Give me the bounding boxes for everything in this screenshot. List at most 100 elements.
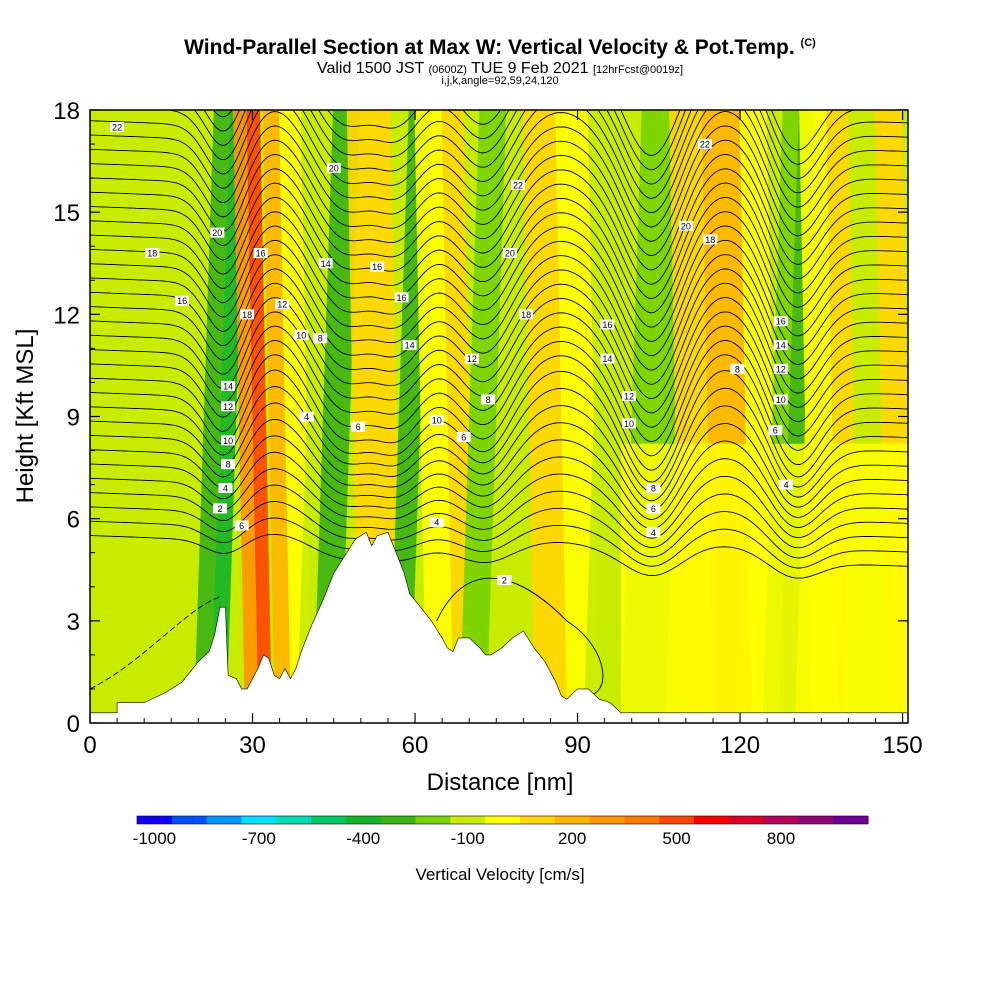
contour-label-text: 4 <box>784 480 789 490</box>
theta-contour-line <box>90 297 908 414</box>
colorbar-swatch <box>206 816 242 824</box>
contour-label-bg <box>646 503 661 514</box>
colorbar-swatch <box>311 816 347 824</box>
theta-contour-line <box>90 282 908 400</box>
contour-label-bg <box>240 309 255 320</box>
y-tick-label: 12 <box>53 302 80 329</box>
colorbar: -1000 -700 -400 -100 200 500 800 <box>133 815 869 848</box>
contour-label-text: 6 <box>773 426 778 436</box>
contour-label-bg <box>481 394 496 405</box>
theta-contour-line <box>90 154 908 271</box>
terrain <box>89 531 909 724</box>
velocity-band <box>232 110 262 723</box>
contour-label-text: 8 <box>226 460 231 470</box>
contour-label: 18 <box>145 248 160 259</box>
contour-label: 16 <box>394 292 409 303</box>
theta-contour-line <box>90 517 908 569</box>
velocity-band <box>522 110 568 723</box>
colorbar-swatch <box>241 816 277 824</box>
theta-contour-line <box>90 254 908 371</box>
contour-label-bg <box>213 503 228 514</box>
contour-label: 8 <box>730 363 745 374</box>
contour-label-text: 8 <box>651 484 656 494</box>
contour-label: 12 <box>464 353 479 364</box>
theta-contour-line <box>90 211 908 328</box>
colorbar-swatch <box>798 816 834 824</box>
colorbar-tick-label: -700 <box>242 829 276 848</box>
y-tick-label: 18 <box>53 98 80 125</box>
contour-label-text: 22 <box>112 123 122 133</box>
contour-label: 6 <box>768 425 783 436</box>
axes: 0 30 60 90 120 150 0 3 6 9 12 15 18 <box>53 98 922 759</box>
colorbar-swatch <box>137 816 173 824</box>
contour-label: 4 <box>299 411 314 422</box>
colorbar-swatch <box>415 816 451 824</box>
contour-label: 20 <box>326 162 341 173</box>
contour-label-bg <box>234 520 249 531</box>
contour-label: 6 <box>646 503 661 514</box>
velocity-band <box>134 110 214 723</box>
contour-label-bg <box>600 319 615 330</box>
contour-label: 20 <box>502 248 517 259</box>
x-tick-label: 150 <box>883 732 923 759</box>
contour-label-bg <box>429 517 444 528</box>
contour-label-bg <box>210 227 225 238</box>
colorbar-tick-label: 500 <box>662 829 690 848</box>
colorbar-tick-label: 800 <box>767 829 795 848</box>
contour-label-text: 20 <box>505 249 515 259</box>
y-tick-label: 15 <box>53 200 80 227</box>
contour-label-text: 6 <box>461 432 466 442</box>
contour-label: 10 <box>773 394 788 405</box>
theta-contour-line <box>90 110 908 214</box>
contour-label-bg <box>402 339 417 350</box>
contour-label-bg <box>429 414 444 425</box>
contour-label-text: 8 <box>486 395 491 405</box>
contour-label-text: 12 <box>624 392 634 402</box>
x-tick-label: 0 <box>83 732 96 759</box>
grid-info-line: i,j,k,angle=92,59,24,120 <box>441 75 559 87</box>
theta-contour-line <box>90 418 908 511</box>
contour-label-bg <box>779 479 794 490</box>
y-tick-label: 9 <box>67 405 80 432</box>
contour-label-text: 6 <box>356 422 361 432</box>
contour-label-text: 18 <box>521 310 531 320</box>
velocity-band <box>583 110 642 723</box>
contour-label: 12 <box>622 391 637 402</box>
colorbar-swatch <box>276 816 312 824</box>
contour-label-bg <box>218 483 233 494</box>
contour-label-bg <box>370 261 385 272</box>
contour-label: 6 <box>351 421 366 432</box>
contour-label-text: 14 <box>321 259 331 269</box>
contour-label-bg <box>703 234 718 245</box>
contour-label-bg <box>326 162 341 173</box>
contour-label-bg <box>110 122 125 133</box>
contour-label-text: 18 <box>242 310 252 320</box>
y-axis-label: Height [Kft MSL] <box>12 329 39 504</box>
theta-contour-line <box>90 533 908 579</box>
contour-label: 10 <box>221 435 236 446</box>
colorbar-swatch <box>519 816 556 824</box>
contour-label: 14 <box>221 380 236 391</box>
contour-label-text: 20 <box>681 221 691 231</box>
contour-label: 6 <box>234 520 249 531</box>
contour-label-text: 22 <box>513 180 523 190</box>
contour-label: 20 <box>210 227 225 238</box>
contour-label-bg <box>646 483 661 494</box>
x-tick-label: 120 <box>720 732 760 759</box>
theta-contour-line <box>90 168 908 285</box>
theta-contour-line <box>90 225 908 342</box>
contour-label-bg <box>622 418 637 429</box>
theta-contour-line <box>90 111 908 228</box>
colorbar-swatch <box>589 816 625 824</box>
contour-label-text: 14 <box>405 340 415 350</box>
colorbar-tick-label: -1000 <box>133 829 176 848</box>
contour-label-text: 12 <box>277 300 287 310</box>
contour-label-text: 10 <box>432 415 442 425</box>
contour-label-text: 8 <box>318 334 323 344</box>
contour-label: 4 <box>429 517 444 528</box>
contour-label-text: 16 <box>177 296 187 306</box>
contour-label-text: 12 <box>467 354 477 364</box>
contour-label-bg <box>253 248 268 259</box>
colorbar-frame <box>136 815 869 825</box>
